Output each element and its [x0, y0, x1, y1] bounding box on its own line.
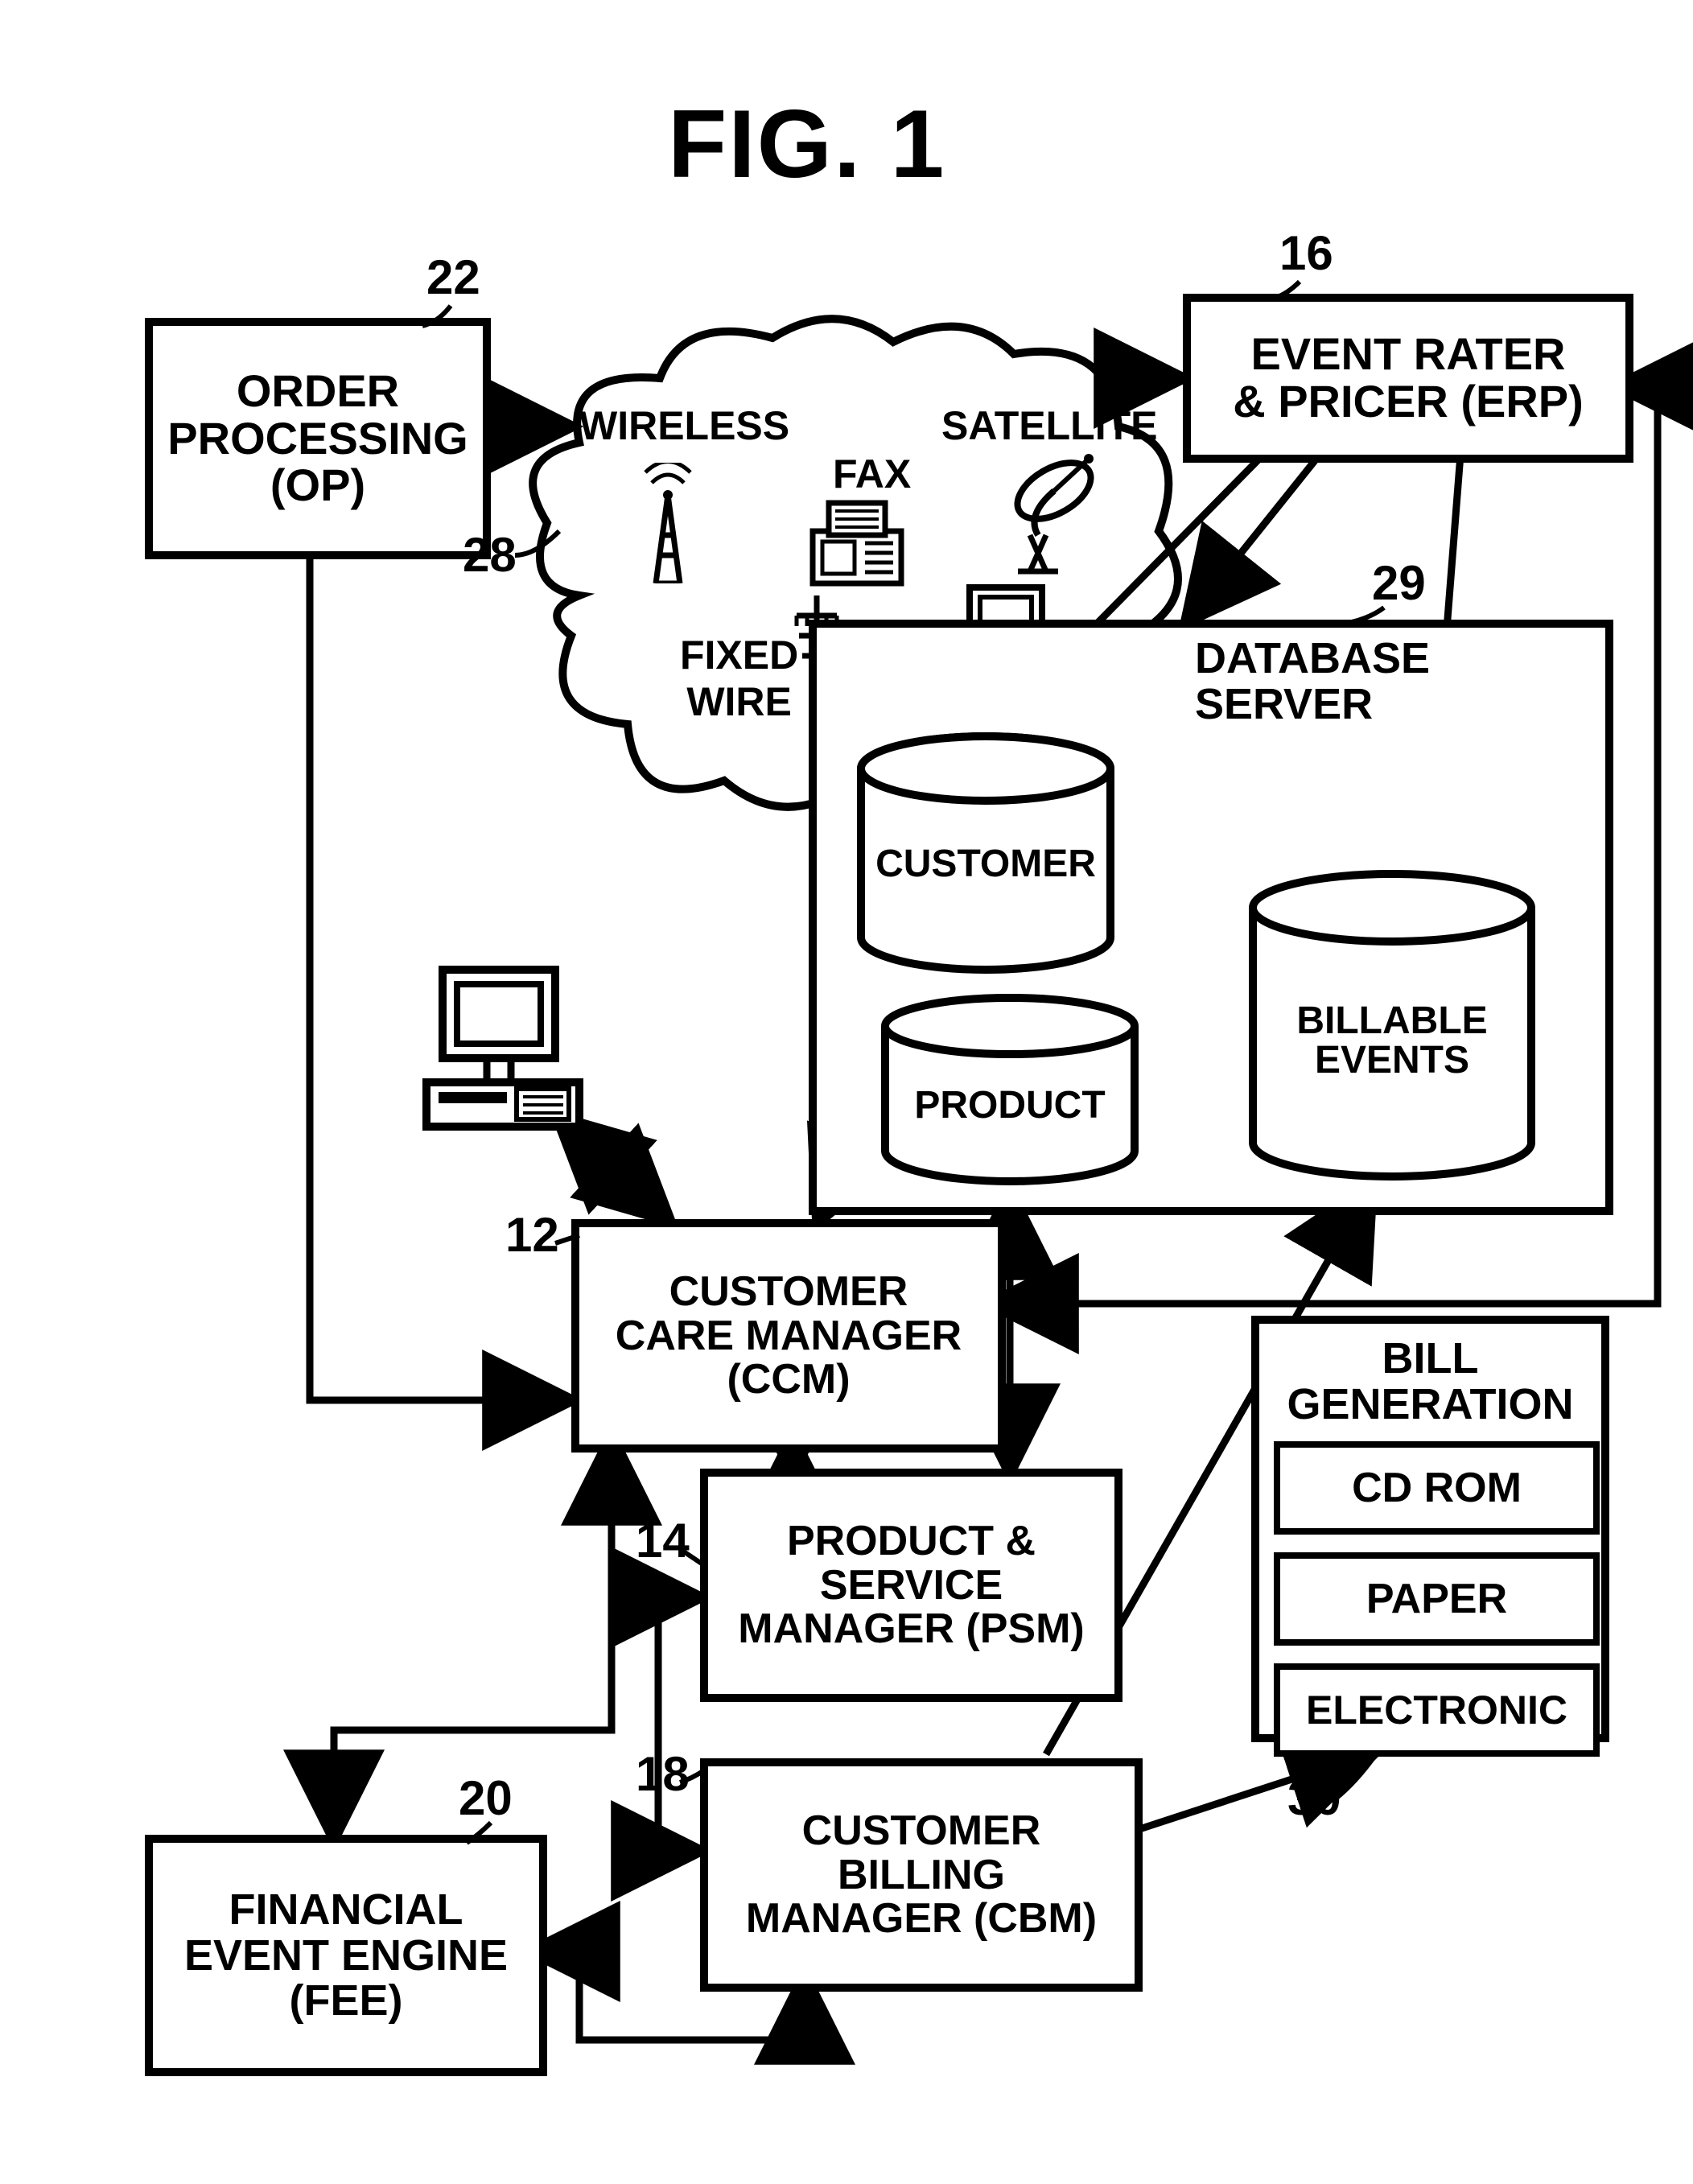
cloud-label-fax: FAX — [833, 451, 911, 497]
figure-title: FIG. 1 — [668, 89, 945, 200]
satellite-dish-icon — [1002, 447, 1114, 579]
billable-events-cylinder: BILLABLE EVENTS — [1243, 869, 1541, 1183]
ref-29: 29 — [1372, 555, 1426, 611]
order-processing-box: ORDER PROCESSING (OP) — [145, 318, 491, 559]
antenna-icon — [636, 463, 700, 587]
customer-billing-manager-box: CUSTOMER BILLING MANAGER (CBM) — [700, 1758, 1143, 1992]
customer-care-manager-box: CUSTOMER CARE MANAGER (CCM) — [571, 1219, 1006, 1453]
bill-generation-box: BILL GENERATION CD ROM PAPER ELECTRONIC — [1251, 1316, 1609, 1742]
ref-20: 20 — [459, 1770, 513, 1826]
bill-item-electronic: ELECTRONIC — [1274, 1663, 1600, 1757]
financial-event-engine-box: FINANCIAL EVENT ENGINE (FEE) — [145, 1835, 547, 2076]
ref-30: 30 — [1287, 1770, 1341, 1826]
cloud-label-wireless: WIRELESS — [579, 402, 789, 449]
ref-22: 22 — [426, 249, 480, 305]
ref-18: 18 — [636, 1746, 690, 1802]
product-db-label: PRODUCT — [877, 1086, 1143, 1126]
cloud-label-fixedwire: FIXED WIRE — [680, 632, 798, 725]
bill-item-cdrom: CD ROM — [1274, 1441, 1600, 1535]
ref-14: 14 — [636, 1513, 690, 1568]
event-rater-pricer-box: EVENT RATER & PRICER (ERP) — [1183, 294, 1633, 463]
billable-events-label: BILLABLE EVENTS — [1243, 1002, 1541, 1081]
customer-db-cylinder: CUSTOMER — [853, 732, 1118, 974]
ref-16: 16 — [1279, 225, 1333, 281]
database-server-title: DATABASE SERVER — [1195, 636, 1430, 727]
cloud-label-satellite: SATELLITE — [941, 402, 1158, 449]
customer-db-label: CUSTOMER — [853, 845, 1118, 884]
product-db-cylinder: PRODUCT — [877, 994, 1143, 1187]
terminal-icon — [410, 962, 595, 1143]
ref-12: 12 — [505, 1207, 559, 1263]
ref-28: 28 — [463, 527, 517, 583]
bill-item-paper: PAPER — [1274, 1552, 1600, 1646]
figure-page: FIG. 1 WIRELESS FAX SATELLITE FIXED WIRE… — [0, 0, 1693, 2184]
fax-icon — [805, 495, 909, 595]
product-service-manager-box: PRODUCT & SERVICE MANAGER (PSM) — [700, 1469, 1122, 1702]
bill-generation-title: BILL GENERATION — [1274, 1336, 1587, 1427]
